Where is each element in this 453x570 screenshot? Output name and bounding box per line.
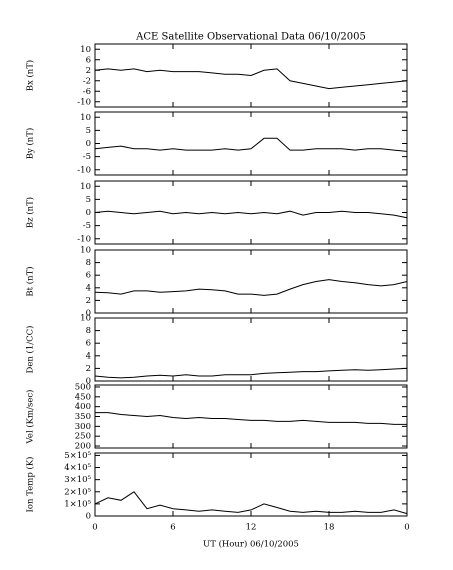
y-tick-label: 200 <box>75 442 91 452</box>
data-line <box>94 68 408 90</box>
x-tick-label: 0 <box>92 523 97 533</box>
y-tick-label: 0 <box>86 377 91 387</box>
data-line <box>94 210 408 219</box>
data-line <box>95 412 407 425</box>
x-tick-label: 6 <box>170 523 175 533</box>
y-tick-label: 0 <box>86 512 91 522</box>
x-tick-label: 18 <box>324 523 335 533</box>
y-tick-label: -5 <box>83 221 91 231</box>
x-tick-label: 0 <box>404 523 409 533</box>
y-tick-label: 1×10⁵ <box>64 499 91 509</box>
y-tick-label: 4×10⁵ <box>64 463 91 473</box>
data-line <box>94 137 408 152</box>
y-tick-label: -2 <box>83 76 91 86</box>
y-tick-label: 2 <box>86 296 91 306</box>
y-tick-label: -6 <box>83 87 91 97</box>
y-tick-label: 10 <box>80 182 91 192</box>
y-tick-label: 4 <box>86 351 91 361</box>
y-tick-label: -10 <box>77 234 91 244</box>
y-tick-label: 8 <box>86 326 91 336</box>
y-tick-label: 2 <box>86 66 91 76</box>
data-line <box>94 279 408 296</box>
y-tick-label: -5 <box>83 152 91 162</box>
y-axis-title: Bt (nT) <box>25 266 36 296</box>
y-tick-label: 5 <box>86 126 91 136</box>
y-tick-label: 10 <box>80 113 91 123</box>
y-tick-label: 10 <box>80 45 91 55</box>
y-tick-label: 8 <box>86 258 91 268</box>
y-tick-label: 350 <box>75 412 91 422</box>
y-axis-title: Ion Temp (K) <box>25 457 36 513</box>
y-tick-label: 0 <box>86 139 91 149</box>
y-tick-label: 2 <box>86 364 91 374</box>
y-axis-title: By (nT) <box>25 128 36 160</box>
x-axis-title: UT (Hour) 06/10/2005 <box>203 539 299 550</box>
panel-frame <box>94 452 408 517</box>
y-tick-label: 250 <box>75 432 91 442</box>
panel-frame <box>94 317 408 382</box>
y-tick-label: 6 <box>86 55 91 65</box>
y-tick-label: 5×10⁵ <box>64 451 91 461</box>
y-tick-label: 0 <box>86 309 91 319</box>
y-tick-label: -10 <box>77 165 91 175</box>
y-tick-label: 0 <box>86 208 91 218</box>
panel-frame <box>94 111 408 176</box>
chart-title: ACE Satellite Observational Data 06/10/2… <box>135 32 366 43</box>
panel-frame <box>94 249 408 314</box>
y-axis-title: Bz (nT) <box>25 197 36 228</box>
y-axis-title: Vel (Km/sec) <box>25 390 36 445</box>
y-tick-label: 6 <box>86 339 91 349</box>
y-tick-label: -10 <box>77 97 91 107</box>
y-axis-title: Den (1/CC) <box>25 326 36 374</box>
y-tick-label: 500 <box>75 382 91 392</box>
y-axis-title: Bx (nT) <box>25 60 36 92</box>
y-tick-label: 6 <box>86 271 91 281</box>
y-tick-label: 10 <box>80 314 91 324</box>
y-tick-label: 10 <box>80 246 91 256</box>
x-tick-label: 12 <box>246 523 257 533</box>
y-tick-label: 400 <box>75 402 91 412</box>
y-tick-label: 5 <box>86 195 91 205</box>
y-tick-label: 450 <box>75 392 91 402</box>
y-tick-label: 2×10⁵ <box>64 487 91 497</box>
data-line <box>94 491 408 515</box>
y-tick-label: 4 <box>86 283 91 293</box>
data-line <box>94 367 408 379</box>
y-tick-label: 3×10⁵ <box>64 475 91 485</box>
y-tick-label: 300 <box>75 422 91 432</box>
